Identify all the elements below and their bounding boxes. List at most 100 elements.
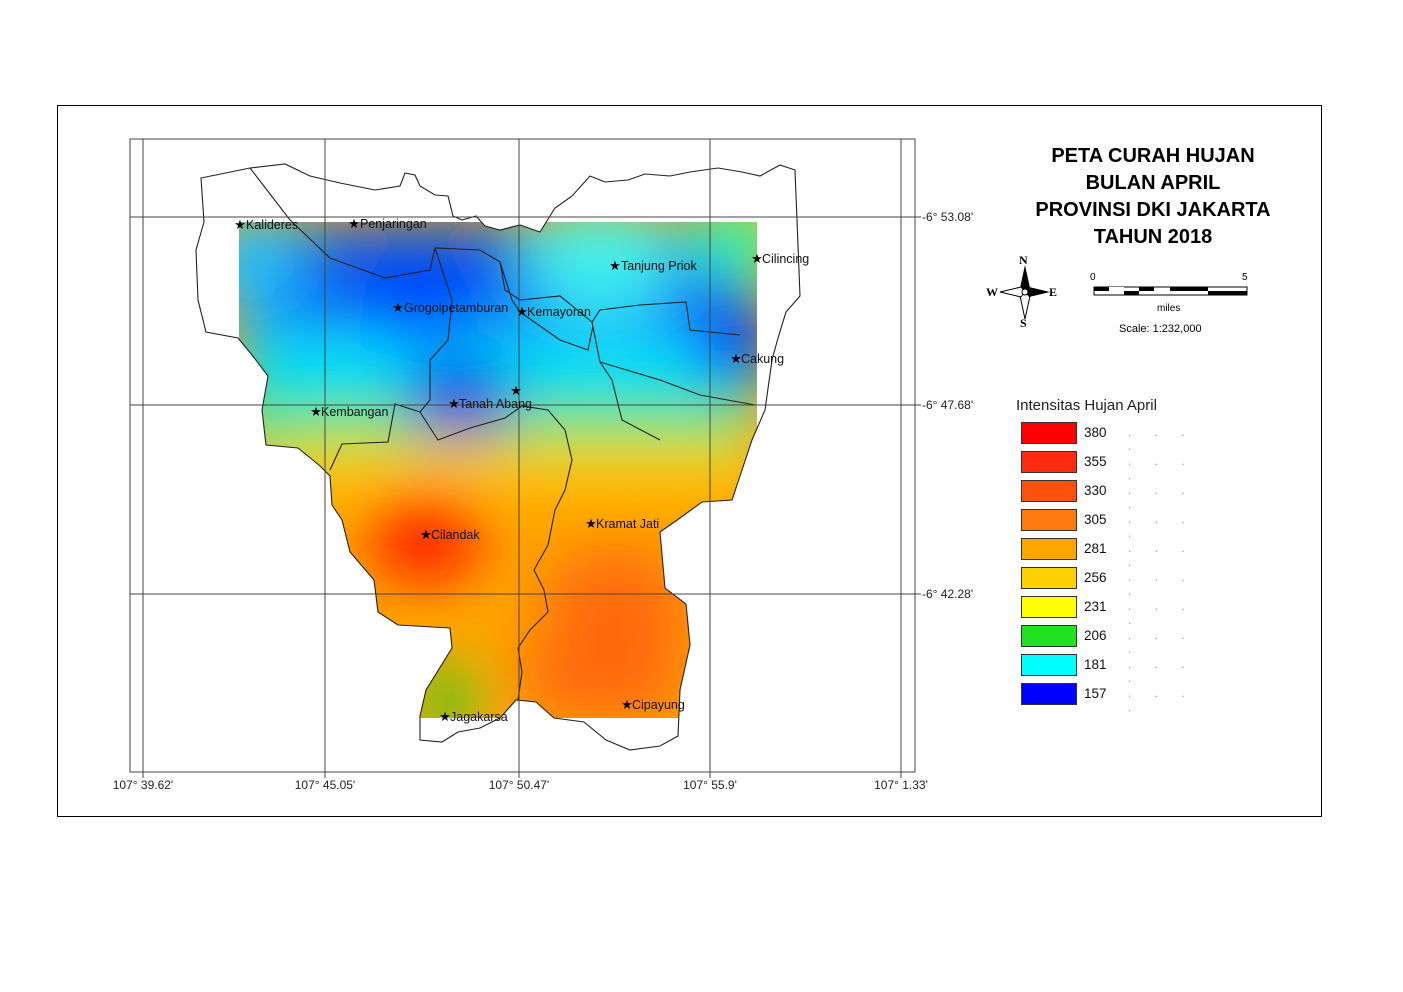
rainfall-surface [239, 222, 757, 718]
legend: Intensitas Hujan April 380 . . . . 355 . . … [1016, 397, 1216, 714]
station-label: Cilincing [762, 252, 809, 266]
compass-w: W [986, 285, 998, 299]
legend-label: 206 [1084, 628, 1107, 643]
station-cipayung[interactable]: ★ Cipayung [621, 697, 685, 712]
station-unlabeled[interactable]: ★ [510, 383, 522, 398]
station-kembangan[interactable]: ★ Kembangan [310, 404, 388, 419]
station-label: Cakung [741, 352, 784, 366]
star-icon: ★ [392, 300, 404, 315]
star-icon: ★ [310, 404, 322, 419]
star-icon: ★ [420, 527, 432, 542]
station-jagakarsa[interactable]: ★ Jagakarsa [439, 709, 508, 724]
legend-dots: . . . . [1128, 599, 1195, 627]
legend-dots: . . . . [1128, 483, 1195, 511]
scale-bar: 0 5 miles Scale: 1:232,000 [1085, 270, 1260, 340]
map-title: PETA CURAH HUJAN BULAN APRIL PROVINSI DK… [1003, 143, 1303, 251]
scale-start: 0 [1090, 272, 1096, 283]
legend-swatch [1021, 654, 1077, 676]
station-penjaringan[interactable]: ★ Penjaringan [348, 216, 427, 231]
legend-label: 330 [1084, 483, 1107, 498]
station-label: Penjaringan [360, 217, 427, 231]
station-label: Tanjung Priok [621, 259, 697, 273]
station-tanjung-priok[interactable]: ★ Tanjung Priok [609, 258, 697, 273]
legend-item: 380 . . . . [1016, 422, 1216, 453]
legend-dots: . . . . [1128, 454, 1195, 482]
star-icon: ★ [730, 351, 742, 366]
star-icon: ★ [585, 516, 597, 531]
station-label: Kalideres [246, 218, 298, 232]
compass-e: E [1049, 285, 1058, 299]
station-kalideres[interactable]: ★ Kalideres [234, 217, 298, 232]
star-icon: ★ [609, 258, 621, 273]
legend-dots: . . . . [1128, 570, 1195, 598]
star-icon: ★ [751, 251, 763, 266]
lat-label: -6° 42.28' [922, 587, 973, 601]
star-icon: ★ [348, 216, 360, 231]
legend-label: 380 [1084, 425, 1107, 440]
legend-item: 330 . . . . [1016, 480, 1216, 511]
station-cakung[interactable]: ★ Cakung [730, 351, 784, 366]
station-grogolpetamburan[interactable]: ★ Grogolpetamburan [392, 300, 508, 315]
station-cilincing[interactable]: ★ Cilincing [751, 251, 809, 266]
title-line: PROVINSI DKI JAKARTA [1035, 199, 1271, 221]
scale-end: 5 [1242, 272, 1248, 283]
legend-item: 281 . . . . [1016, 538, 1216, 569]
station-label: Grogolpetamburan [404, 301, 508, 315]
legend-dots: . . . . [1128, 657, 1195, 685]
title-line: BULAN APRIL [1085, 172, 1221, 194]
station-label: Kembangan [321, 405, 388, 419]
legend-label: 281 [1084, 541, 1107, 556]
station-markers: ★ Kalideres ★ Penjaringan ★ Tanjung Prio… [234, 216, 809, 724]
legend-label: 305 [1084, 512, 1107, 527]
legend-swatch [1021, 509, 1077, 531]
station-label: Cipayung [632, 698, 685, 712]
lon-label: 107° 55.9' [683, 778, 737, 792]
latitude-labels: -6° 53.08' -6° 47.68' -6° 42.28' [922, 210, 973, 601]
legend-label: 256 [1084, 570, 1107, 585]
station-label: Cilandak [431, 528, 480, 542]
station-tanah-abang[interactable]: ★ Tanah Abang [448, 396, 532, 411]
legend-item: 256 . . . . [1016, 567, 1216, 598]
compass-n: N [1019, 253, 1028, 267]
legend-swatch [1021, 422, 1077, 444]
star-icon: ★ [510, 383, 522, 398]
compass-s: S [1020, 316, 1027, 330]
star-icon: ★ [234, 217, 246, 232]
legend-items: 380 . . . . 355 . . . . 330 . . . . 305 . . . .… [1016, 422, 1216, 714]
station-kemayoran[interactable]: ★ Kemayoran [516, 304, 591, 319]
lon-label: 107° 1.33' [874, 778, 928, 792]
scale-unit: miles [1157, 303, 1181, 314]
legend-label: 231 [1084, 599, 1107, 614]
graticule [129, 138, 921, 778]
lon-label: 107° 50.47' [489, 778, 549, 792]
legend-item: 157 . . . . [1016, 683, 1216, 714]
map-frame [57, 105, 1322, 817]
compass-rose: N S W E [985, 253, 1065, 331]
legend-item: 305 . . . . [1016, 509, 1216, 540]
compass-icon [999, 265, 1050, 320]
title-line: PETA CURAH HUJAN [1051, 145, 1255, 167]
lon-label: 107° 45.05' [295, 778, 355, 792]
legend-swatch [1021, 596, 1077, 618]
legend-title: Intensitas Hujan April [1016, 397, 1157, 414]
star-icon: ★ [448, 396, 460, 411]
lat-label: -6° 47.68' [922, 398, 973, 412]
title-line: TAHUN 2018 [1093, 226, 1213, 248]
station-cilandak[interactable]: ★ Cilandak [420, 527, 480, 542]
star-icon: ★ [439, 709, 451, 724]
star-icon: ★ [621, 697, 633, 712]
legend-swatch [1021, 567, 1077, 589]
legend-label: 157 [1084, 686, 1107, 701]
legend-dots: . . . . [1128, 425, 1195, 453]
scale-ratio: Scale: 1:232,000 [1119, 323, 1202, 335]
legend-dots: . . . . [1128, 541, 1195, 569]
legend-item: 355 . . . . [1016, 451, 1216, 482]
station-kramat-jati[interactable]: ★ Kramat Jati [585, 516, 659, 531]
star-icon: ★ [516, 304, 528, 319]
legend-swatch [1021, 480, 1077, 502]
station-label: Tanah Abang [459, 397, 532, 411]
station-label: Jagakarsa [450, 710, 508, 724]
legend-swatch [1021, 538, 1077, 560]
legend-swatch [1021, 683, 1077, 705]
legend-item: 181 . . . . [1016, 654, 1216, 685]
